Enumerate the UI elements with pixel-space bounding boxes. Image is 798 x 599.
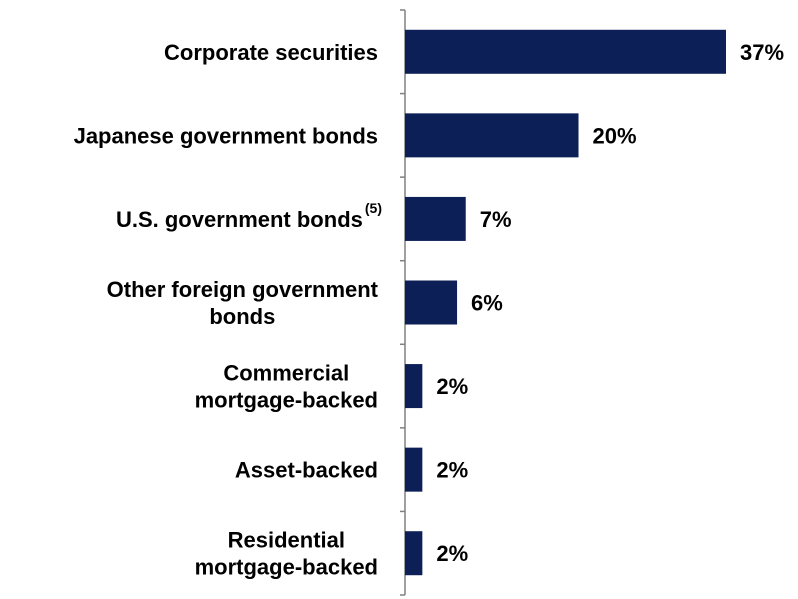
bars: [405, 29, 726, 576]
category-label: Other foreign government bonds: [107, 277, 379, 329]
category-label: U.S. government bonds: [116, 207, 363, 232]
category-labels: Corporate securities Japanese government …: [74, 40, 382, 580]
footnote-marker: (5): [365, 200, 382, 216]
bar: [405, 29, 726, 74]
category-label: Commercial mortgage-backed: [195, 361, 378, 413]
category-label: Asset-backed: [235, 458, 378, 483]
category-label: Residential mortgage-backed: [195, 528, 378, 580]
value-labels: 37% 20% 7% 6% 2% 2% 2%: [436, 40, 784, 566]
value-label: 7%: [480, 207, 512, 232]
value-label: 2%: [436, 374, 468, 399]
bar: [405, 196, 466, 241]
value-label: 2%: [436, 458, 468, 483]
category-axis: [400, 9, 406, 596]
bar: [405, 280, 458, 325]
bar: [405, 113, 579, 158]
value-label: 6%: [471, 291, 503, 316]
category-label: Corporate securities: [164, 40, 378, 65]
value-label: 37%: [740, 40, 784, 65]
bar: [405, 364, 423, 409]
value-label: 2%: [436, 541, 468, 566]
value-label: 20%: [593, 123, 637, 148]
bar: [405, 531, 423, 576]
category-label: Japanese government bonds: [74, 123, 378, 148]
bar: [405, 447, 423, 492]
